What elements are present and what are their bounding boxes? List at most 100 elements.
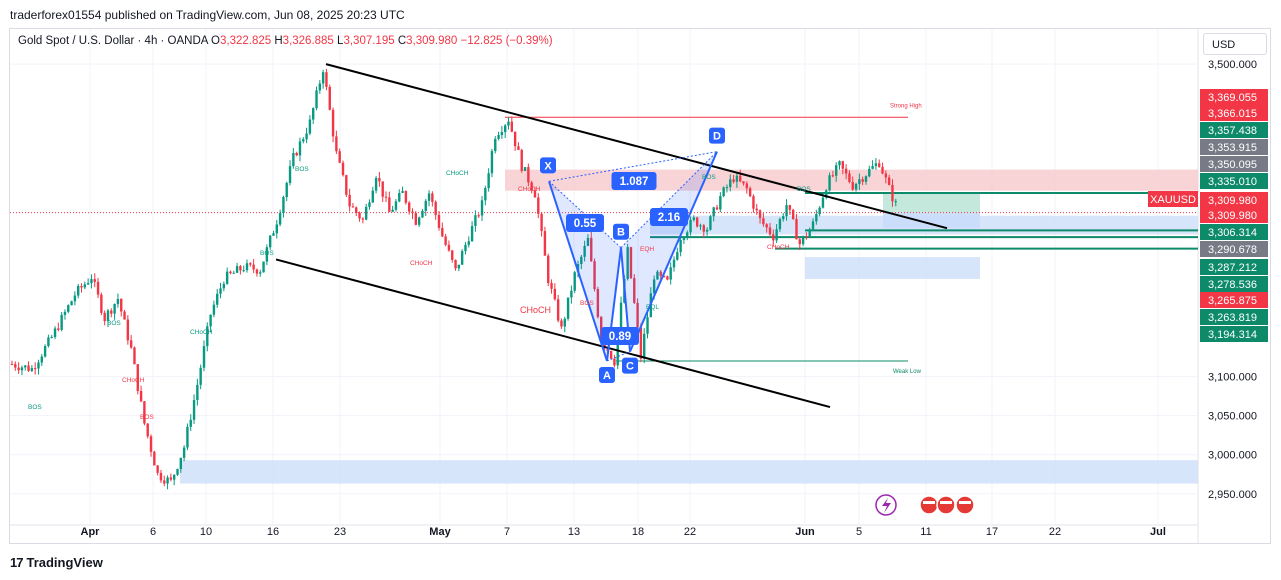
- bullish-candle: [828, 175, 831, 191]
- pattern-point-label: D: [713, 131, 721, 143]
- symbol-tag-label: XAUUSD: [1150, 194, 1196, 206]
- bullish-candle: [503, 125, 507, 133]
- price-axis-badge-label: 3,263.819: [1208, 312, 1257, 324]
- bullish-candle: [894, 201, 897, 203]
- bearish-candle: [328, 86, 331, 110]
- pattern-point-label: C: [626, 361, 634, 373]
- bearish-candle: [295, 153, 298, 156]
- annotation-label: Strong High: [890, 103, 922, 109]
- price-axis-badge: [1200, 292, 1268, 308]
- bearish-candle: [510, 121, 514, 132]
- price-axis-badge-label: 3,309.980: [1208, 195, 1257, 207]
- price-axis-badge: [1200, 259, 1268, 275]
- bullish-candle: [186, 426, 189, 448]
- bullish-candle: [854, 183, 858, 190]
- price-axis-badge-label: 3,194.314: [1208, 329, 1257, 341]
- bullish-candle: [245, 263, 249, 271]
- bearish-candle: [666, 276, 669, 280]
- bullish-candle: [818, 207, 821, 215]
- take-profit-zone: [883, 193, 980, 213]
- bullish-candle: [507, 121, 510, 126]
- bullish-candle: [457, 264, 461, 269]
- bullish-candle: [73, 295, 77, 302]
- pattern-point-badge: [709, 127, 725, 144]
- bullish-candle: [686, 232, 689, 238]
- x-tick-label: 17: [986, 526, 998, 538]
- bullish-candle: [566, 297, 570, 319]
- bullish-candle: [719, 196, 722, 210]
- bullish-candle: [722, 187, 725, 197]
- symbol-tag-badge: [1148, 191, 1198, 207]
- bullish-candle: [460, 251, 464, 265]
- structure-annotation: BOS: [295, 166, 309, 173]
- bullish-candle: [808, 229, 811, 237]
- price-axis-badge: [1200, 326, 1268, 342]
- price-axis-badge-label: 3,350.095: [1208, 159, 1257, 171]
- bearish-candle: [762, 218, 765, 225]
- bullish-candle: [682, 237, 686, 240]
- bullish-candle: [725, 187, 729, 189]
- bullish-candle: [305, 133, 308, 140]
- open-value: 3,322.825: [219, 35, 272, 47]
- x-tick-label: 23: [334, 526, 346, 538]
- price-axis-badge: [1200, 224, 1268, 240]
- pattern-point-label: X: [544, 160, 552, 172]
- structure-annotation: EQL: [646, 304, 659, 311]
- bullish-candle: [176, 469, 179, 475]
- bearish-candle: [768, 227, 772, 235]
- flag-stripe: [923, 501, 935, 504]
- bearish-candle: [745, 183, 749, 189]
- structure-annotation: BOS: [28, 404, 42, 411]
- bearish-candle: [133, 347, 136, 365]
- currency-button[interactable]: USD: [1203, 33, 1267, 55]
- bullish-candle: [652, 279, 656, 294]
- y-tick-label: 3,000.000: [1208, 450, 1257, 462]
- bullish-candle: [90, 279, 93, 284]
- bearish-candle: [348, 194, 351, 207]
- bearish-candle: [639, 327, 643, 359]
- structure-annotation: CHoCH: [767, 244, 790, 251]
- bullish-candle: [265, 247, 269, 262]
- bearish-candle: [93, 279, 96, 282]
- bearish-candle: [255, 269, 259, 274]
- bullish-candle: [672, 259, 676, 268]
- supply-zone: [505, 169, 1198, 191]
- price-axis-badge-label: 3,265.875: [1208, 295, 1257, 307]
- bearish-candle: [14, 364, 17, 368]
- high-value: 3,326.885: [282, 35, 334, 47]
- us-flag-event-icon: [955, 495, 975, 515]
- demand-zone: [180, 460, 1198, 484]
- bearish-candle: [17, 367, 20, 371]
- price-axis-badge: [1200, 276, 1268, 292]
- bearish-candle: [881, 166, 884, 174]
- structure-annotation: EQH: [640, 246, 654, 253]
- x-tick-label: 5: [856, 526, 862, 538]
- bullish-candle: [318, 83, 322, 91]
- bullish-candle: [43, 346, 47, 357]
- bullish-candle: [778, 219, 782, 230]
- tradingview-branding[interactable]: 17 TradingView: [10, 555, 103, 570]
- bullish-candle: [467, 241, 470, 245]
- bearish-candle: [341, 162, 345, 176]
- bearish-candle: [805, 236, 808, 238]
- tradingview-logo-icon: 17: [10, 555, 24, 570]
- symbol-title[interactable]: Gold Spot / U.S. Dollar · 4h · OANDA: [18, 35, 208, 47]
- bearish-candle: [411, 211, 414, 214]
- price-chart[interactable]: 2,950.000 3,000.000 3,050.000 3,100.000 3,50…: [10, 29, 1270, 543]
- bullish-candle: [864, 176, 868, 182]
- bearish-candle: [772, 234, 775, 241]
- pattern-point-label: B: [617, 227, 625, 239]
- bullish-candle: [20, 367, 24, 371]
- bullish-candle: [37, 362, 40, 369]
- bearish-candle: [878, 163, 881, 167]
- flag-stripe: [940, 501, 952, 504]
- bullish-candle: [272, 233, 275, 236]
- published-line: traderforex01554 published on TradingVie…: [10, 8, 405, 22]
- bullish-candle: [202, 346, 206, 368]
- price-axis-badge: [1200, 309, 1268, 325]
- bullish-candle: [821, 197, 825, 208]
- bullish-candle: [302, 139, 305, 142]
- bullish-candle: [292, 153, 295, 167]
- pattern-ratio-badge: [611, 172, 657, 190]
- bearish-candle: [550, 282, 553, 289]
